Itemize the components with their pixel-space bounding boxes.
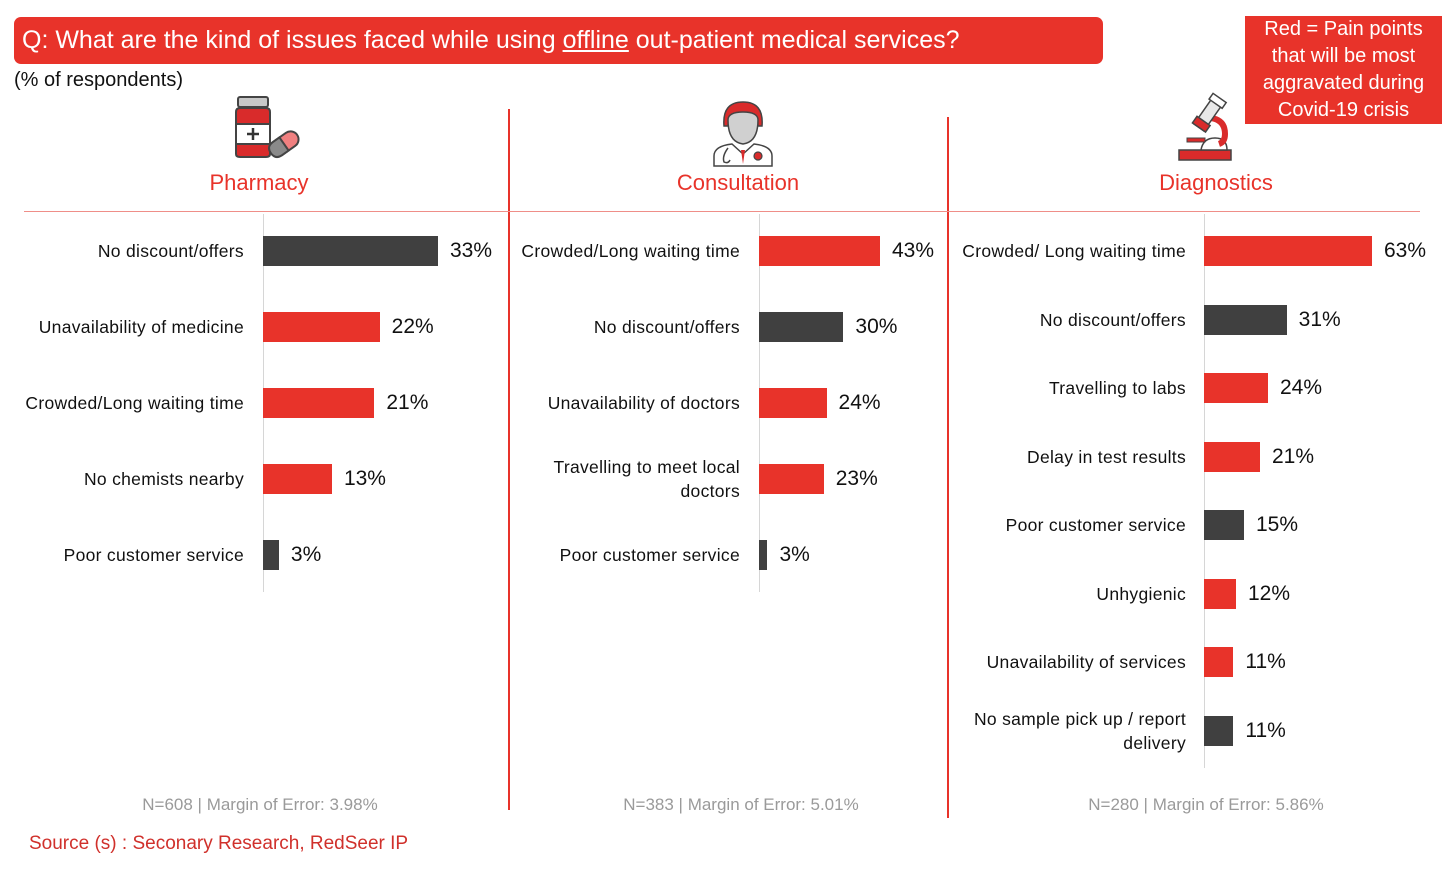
legend-line: Covid-19 crisis — [1277, 99, 1410, 121]
bar-delay-in-test-results — [1204, 441, 1260, 472]
category-axis — [1204, 214, 1205, 768]
bar-category-label: Poor customer service — [559, 545, 740, 565]
bar-category-label: Travelling to labs — [1048, 378, 1186, 398]
bar-poor-customer-service — [759, 540, 768, 570]
bar-value-label: 31% — [1298, 307, 1341, 331]
question-text-prefix: Q: What are the kind of issues faced whi… — [22, 26, 563, 54]
source-note: Source (s) : Seconary Research, RedSeer … — [29, 833, 409, 854]
bar-category-label: Unavailability of medicine — [38, 317, 244, 337]
bar-value-label: 21% — [386, 391, 429, 414]
panel-divider — [508, 109, 510, 810]
bar-poor-customer-service — [1204, 510, 1244, 540]
chart-subtitle: (% of respondents) — [14, 69, 183, 91]
bar-value-label: 24% — [1280, 376, 1323, 399]
bar-category-label: Unavailability of services — [986, 652, 1186, 672]
legend-line: Red = Pain points — [1264, 18, 1423, 40]
bar-category-label: No discount/offers — [97, 241, 244, 261]
legend-note: Red = Pain points that will be most aggr… — [1245, 16, 1442, 124]
legend-line: that will be most — [1271, 45, 1416, 67]
bar-no-sample-pick-up-report-delivery — [1204, 715, 1234, 746]
bar-value-label: 23% — [835, 467, 878, 490]
bar-value-label: 22% — [391, 315, 434, 338]
bar-value-label: 21% — [1272, 444, 1315, 468]
bar-no-discount-offers — [1204, 304, 1287, 335]
bar-value-label: 30% — [855, 315, 898, 338]
bar-category-label: No chemists nearby — [83, 469, 244, 489]
bar-travelling-to-labs — [1204, 373, 1268, 403]
bar-value-label: 11% — [1245, 650, 1286, 673]
bar-category-label: Crowded/Long waiting time — [521, 241, 740, 261]
bar-category-label: Crowded/ Long waiting time — [962, 241, 1186, 261]
bar-unhygienic — [1204, 578, 1236, 609]
bar-category-label: Crowded/Long waiting time — [25, 393, 244, 413]
sample-size-note: N=280 | Margin of Error: 5.86% — [1088, 795, 1324, 814]
bar-no-chemists-nearby — [263, 464, 332, 494]
bar-value-label: 11% — [1245, 718, 1286, 742]
bar-value-label: 12% — [1248, 581, 1291, 605]
question-title: Q: What are the kind of issues faced whi… — [14, 17, 1103, 64]
question-text-emphasis: offline — [562, 26, 629, 54]
bar-category-label: Poor customer service — [1005, 515, 1186, 535]
bar-value-label: 15% — [1256, 513, 1299, 536]
panel-title-consultation: Consultation — [676, 170, 800, 195]
legend-line: aggravated during — [1262, 72, 1425, 94]
doctor-icon — [713, 101, 773, 167]
bar-unavailability-of-services — [1204, 647, 1234, 677]
bar-unavailability-of-doctors — [759, 388, 827, 418]
panel-title-diagnostics: Diagnostics — [1159, 170, 1273, 195]
bar-crowded-long-waiting-time — [759, 236, 880, 266]
bar-unavailability-of-medicine — [263, 312, 380, 342]
bar-crowded-long-waiting-time — [1204, 236, 1372, 266]
medicine-bottle-icon — [235, 96, 300, 159]
bar-no-discount-offers — [263, 236, 438, 266]
sample-size-note: N=608 | Margin of Error: 3.98% — [142, 795, 378, 814]
bar-category-label: Delay in test results — [1027, 446, 1186, 467]
bar-category-label: No sample pick up / report delivery — [973, 708, 1186, 753]
bar-value-label: 13% — [343, 467, 386, 490]
panel-title-pharmacy: Pharmacy — [209, 170, 309, 195]
bar-category-label: Unhygienic — [1096, 583, 1186, 604]
bar-category-label: No discount/offers — [1039, 309, 1186, 330]
bar-value-label: 43% — [892, 239, 935, 262]
microscope-icon — [1178, 92, 1232, 161]
bar-value-label: 3% — [290, 543, 322, 566]
bar-value-label: 33% — [450, 239, 493, 262]
bar-category-label: Poor customer service — [63, 545, 244, 565]
bar-no-discount-offers — [759, 312, 844, 342]
bar-travelling-to-meet-local-doctors — [759, 464, 824, 494]
bar-value-label: 3% — [779, 543, 810, 566]
bar-crowded-long-waiting-time — [263, 388, 375, 418]
panel-divider — [947, 117, 949, 818]
bar-poor-customer-service — [263, 540, 279, 570]
sample-size-note: N=383 | Margin of Error: 5.01% — [623, 795, 859, 814]
bar-value-label: 24% — [838, 391, 881, 414]
bar-category-label: Travelling to meet local doctors — [553, 457, 740, 501]
bar-value-label: 63% — [1384, 239, 1427, 262]
question-text-suffix: out-patient medical services? — [628, 26, 960, 54]
bar-category-label: No discount/offers — [593, 317, 740, 337]
header-rule — [24, 211, 1420, 212]
bar-category-label: Unavailability of doctors — [547, 393, 740, 413]
